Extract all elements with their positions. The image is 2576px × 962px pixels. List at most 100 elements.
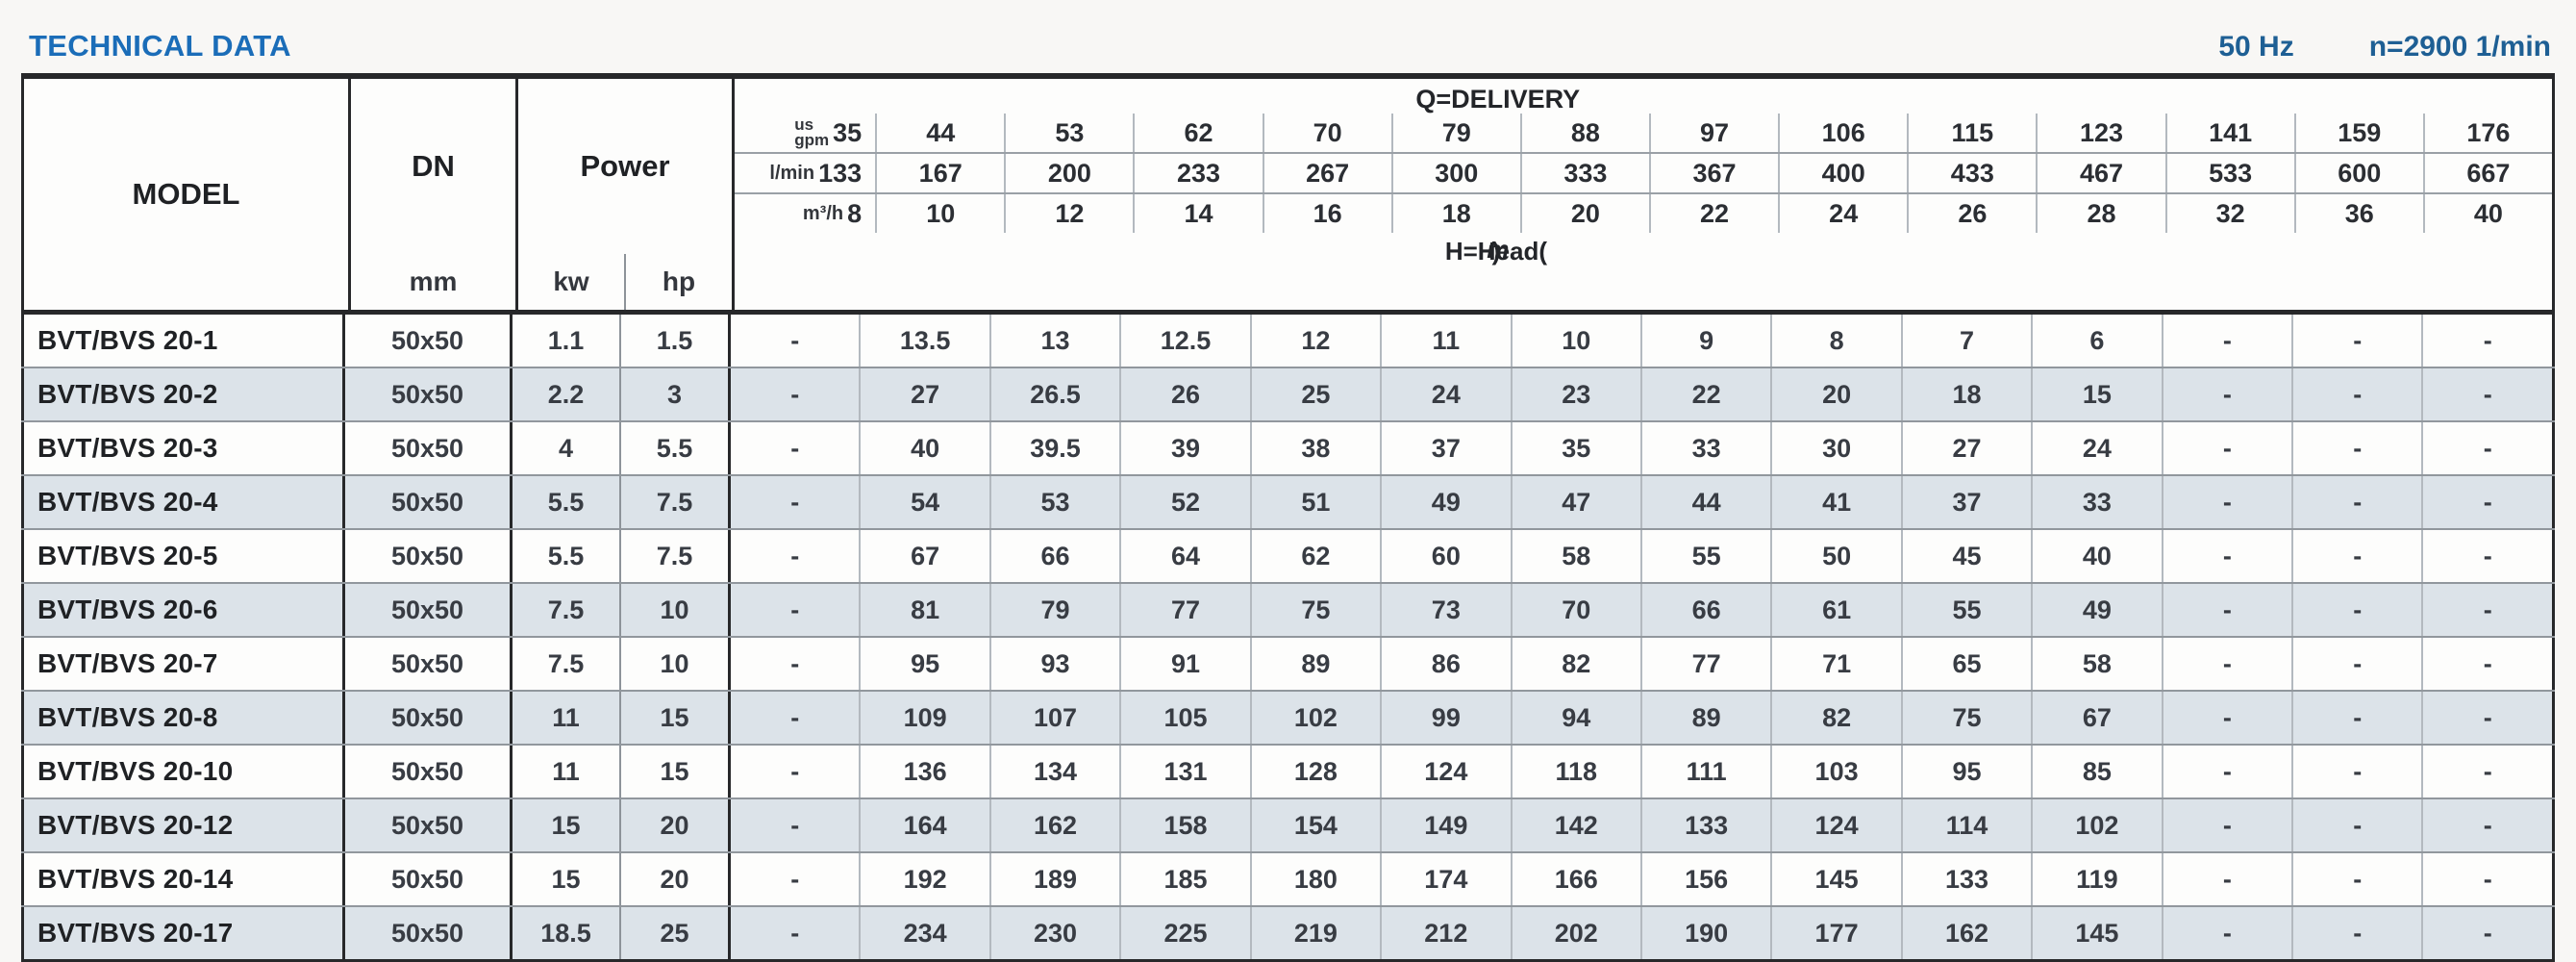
head-value-cell: 212 <box>1380 907 1510 959</box>
head-value-cell: 85 <box>2031 746 2161 797</box>
delivery-m3h-value: 40 <box>2422 194 2552 233</box>
head-value-cell: 15 <box>2031 368 2161 420</box>
head-value-cell: 102 <box>2031 799 2161 851</box>
head-value-cell: 128 <box>1249 746 1380 797</box>
head-value-cell: - <box>790 595 800 624</box>
head-value-cell: 89 <box>1639 692 1770 744</box>
power-unit-row: kw hp <box>518 254 732 310</box>
head-value-cell: 71 <box>1770 638 1900 690</box>
head-value-cell: - <box>2161 368 2291 420</box>
head-value-cell: - <box>2421 853 2555 905</box>
table-row: BVT/BVS 20-2 50x50 2.2 3 - 27 26.5 26 25 24 23 22 20… <box>21 367 2555 420</box>
head-value-cell: - <box>2161 746 2291 797</box>
hp-cell: 15 <box>619 746 731 797</box>
head-value-cell: - <box>2421 530 2555 582</box>
m3h-unit-label: m³/h <box>802 203 844 224</box>
delivery-gpm-value: 35 <box>833 117 863 147</box>
head-value-cell: 20 <box>1770 368 1900 420</box>
kw-cell: 15 <box>551 810 581 840</box>
head-value-cell: 131 <box>1119 746 1249 797</box>
head-value-cell: - <box>790 810 800 840</box>
head-value-cell: 12 <box>1249 315 1380 367</box>
head-value-cell: 89 <box>1249 638 1380 690</box>
gpm-unit-bottom: gpm <box>794 131 830 149</box>
head-value-cell: 118 <box>1510 746 1640 797</box>
table-row: BVT/BVS 20-4 50x50 5.5 7.5 - 54 53 52 51 49 47 44 41… <box>21 474 2555 528</box>
head-value-cell: 190 <box>1639 907 1770 959</box>
dn-cell: 50x50 <box>345 422 513 474</box>
table-body: BVT/BVS 20-1 50x50 1.1 1.5-13.5 13 12.5 12 11 10… <box>21 315 2555 959</box>
head-value-cell: - <box>790 325 800 355</box>
head-value-cell: - <box>2291 315 2421 367</box>
head-value-cell: - <box>2421 638 2555 690</box>
power-column-header: Power kw hp <box>518 79 735 310</box>
delivery-m3h-value: 20 <box>1519 194 1649 233</box>
delivery-gpm-value: 106 <box>1778 114 1907 152</box>
unit-row-m3h: m³/h 8 10 12 14 16 18 20 22 24 26 28 32 36 40 <box>735 194 2552 233</box>
lmin-unit-label: l/min <box>769 163 815 184</box>
model-cell: BVT/BVS 20-4 <box>21 476 345 528</box>
head-value-cell: - <box>2291 638 2421 690</box>
head-value-cell: 75 <box>1249 584 1380 636</box>
head-value-cell: 162 <box>988 799 1119 851</box>
head-value-cell: 77 <box>1119 584 1249 636</box>
head-value-cell: 54 <box>859 476 988 528</box>
head-value-cell: - <box>2161 638 2291 690</box>
delivery-lmin-value: 367 <box>1648 154 1778 192</box>
head-value-cell: - <box>2291 422 2421 474</box>
head-value-cell: - <box>790 648 800 678</box>
head-value-cell: 55 <box>1900 584 2031 636</box>
delivery-m3h-value: 14 <box>1133 194 1262 233</box>
head-value-cell: 133 <box>1639 799 1770 851</box>
delivery-lmin-value: 133 <box>818 158 863 188</box>
delivery-lmin-value: 600 <box>2293 154 2423 192</box>
head-value-cell: - <box>790 702 800 732</box>
gpm-unit-top: us <box>794 114 814 134</box>
head-title: H=Head(m) <box>1444 235 1548 266</box>
dn-cell: 50x50 <box>345 799 513 851</box>
dn-cell: 50x50 <box>345 692 513 744</box>
delivery-lmin-value: 533 <box>2164 154 2294 192</box>
head-value-cell: 105 <box>1119 692 1249 744</box>
model-cell: BVT/BVS 20-7 <box>21 638 345 690</box>
kw-cell: 7.5 <box>547 595 585 624</box>
head-value-cell: 136 <box>859 746 988 797</box>
head-value-cell: 124 <box>1380 746 1510 797</box>
delivery-gpm-value: 159 <box>2293 114 2423 152</box>
dn-cell: 50x50 <box>345 315 513 367</box>
head-value-cell: - <box>2161 853 2291 905</box>
page-title: TECHNICAL DATA <box>29 29 291 63</box>
head-value-cell: 162 <box>1900 907 2031 959</box>
hp-cell: 10 <box>619 638 731 690</box>
head-value-cell: 225 <box>1119 907 1249 959</box>
head-value-cell: 33 <box>1639 422 1770 474</box>
head-value-cell: - <box>790 864 800 894</box>
hp-cell: 7.5 <box>619 530 731 582</box>
table-header: MODEL DN mm Power kw hp Q=DELIVERY <box>21 79 2555 315</box>
head-value-cell: 6 <box>2031 315 2161 367</box>
head-value-cell: - <box>2291 853 2421 905</box>
dn-cell: 50x50 <box>345 530 513 582</box>
hp-cell: 20 <box>619 853 731 905</box>
head-value-cell: 73 <box>1380 584 1510 636</box>
head-value-cell: - <box>2291 584 2421 636</box>
head-value-cell: 23 <box>1510 368 1640 420</box>
head-value-cell: - <box>2421 799 2555 851</box>
table-row: BVT/BVS 20-17 50x50 18.5 25 - 234 230 225 219 212… <box>21 905 2555 959</box>
head-value-cell: 234 <box>859 907 988 959</box>
head-value-cell: 94 <box>1510 692 1640 744</box>
hp-cell: 10 <box>619 584 731 636</box>
hp-cell: 15 <box>619 692 731 744</box>
gpm-first-cell: us gpm 35 <box>735 114 875 152</box>
table-row: BVT/BVS 20-14 50x50 15 20 - 192 189 185 180 174 16… <box>21 851 2555 905</box>
hp-cell: 5.5 <box>619 422 731 474</box>
head-value-cell: 66 <box>988 530 1119 582</box>
delivery-gpm-value: 53 <box>1004 114 1133 152</box>
dn-column-header: DN mm <box>351 79 518 310</box>
head-value-cell: 45 <box>1900 530 2031 582</box>
delivery-lmin-value: 300 <box>1390 154 1520 192</box>
delivery-gpm-value: 176 <box>2422 114 2552 152</box>
head-value-cell: 53 <box>988 476 1119 528</box>
delivery-m3h-value: 26 <box>1907 194 2036 233</box>
head-value-cell: - <box>2421 692 2555 744</box>
